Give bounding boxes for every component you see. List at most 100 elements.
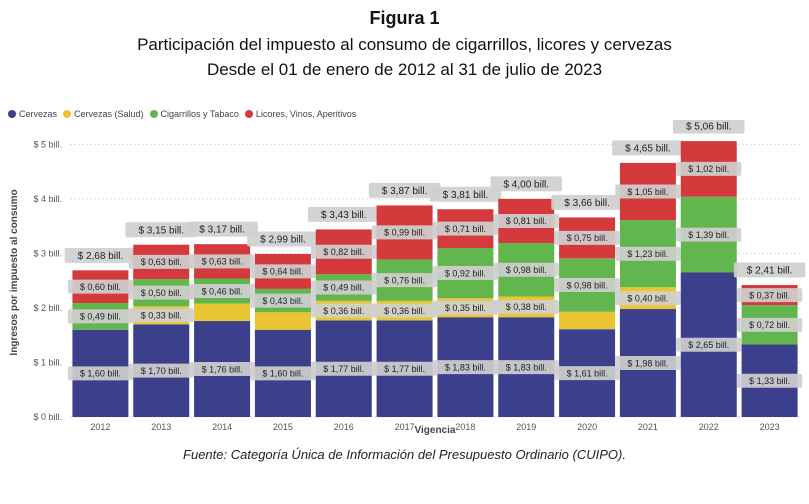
x-tick-label: 2019 (516, 422, 536, 432)
chart-title: Participación del impuesto al consumo de… (137, 35, 672, 54)
bar-cervezas-salud- (559, 311, 616, 330)
chart-source: Fuente: Categoría Única de Información d… (183, 447, 626, 462)
total-label-bg (186, 221, 258, 237)
total-label-bg (429, 186, 502, 202)
data-label-bg (67, 366, 134, 381)
data-label: $ 1,98 bill. (627, 358, 668, 368)
x-tick-label: 2020 (577, 422, 597, 432)
x-tick-label: 2013 (151, 422, 171, 432)
data-label: $ 0,99 bill. (384, 228, 425, 238)
data-label-bg (736, 373, 803, 388)
data-label-bg (189, 254, 255, 269)
total-label: $ 4,65 bill. (625, 143, 671, 154)
total-label-bg (672, 120, 745, 134)
data-label-bg (189, 362, 255, 377)
x-tick-label: 2022 (699, 422, 719, 432)
data-label-bg (676, 337, 742, 352)
data-label-bg (128, 285, 194, 300)
x-tick-label: 2015 (273, 422, 293, 432)
figure-label: Figura 1 (369, 8, 440, 28)
data-label-bg (311, 361, 377, 376)
legend-label: Licores, Vinos, Aperitivos (255, 109, 357, 119)
legend-swatch (244, 110, 253, 118)
total-label-bg (490, 176, 563, 192)
data-label: $ 0,71 bill. (445, 224, 486, 234)
data-label-bg (189, 284, 255, 299)
data-label-bg (371, 225, 438, 240)
y-axis-label: Ingresos por impuesto al consumo (9, 189, 20, 355)
legend-item-2: Cigarrillos y Tabaco (149, 109, 239, 119)
data-label: $ 1,39 bill. (688, 230, 729, 240)
data-label: $ 1,70 bill. (141, 366, 182, 376)
total-label-bg (551, 194, 623, 210)
data-label: $ 0,98 bill. (506, 265, 547, 275)
data-label-bg (371, 361, 438, 376)
data-label: $ 1,76 bill. (202, 364, 243, 374)
data-label-bg (736, 317, 803, 332)
data-label: $ 0,60 bill. (80, 282, 121, 292)
total-label-bg (247, 231, 319, 247)
data-label-bg (432, 360, 499, 375)
total-label: $ 2,68 bill. (78, 251, 124, 262)
data-label-bg (311, 303, 377, 318)
data-label-bg (615, 246, 681, 261)
total-label: $ 3,66 bill. (564, 198, 610, 209)
y-tick-label: $ 3 bill. (33, 248, 62, 258)
data-label: $ 1,77 bill. (384, 364, 425, 374)
total-label: $ 3,43 bill. (321, 210, 367, 221)
data-label: $ 1,61 bill. (567, 368, 608, 378)
data-label: $ 2,65 bill. (688, 340, 729, 350)
data-label: $ 1,60 bill. (262, 369, 303, 379)
x-tick-label: 2023 (760, 422, 780, 432)
y-tick-label: $ 1 bill. (33, 357, 62, 367)
total-label-bg (733, 262, 806, 278)
x-axis-label: Vigencia (415, 425, 456, 436)
data-label: $ 0,33 bill. (141, 311, 182, 321)
total-label-bg (612, 140, 684, 156)
data-label-bg (250, 264, 316, 279)
data-label-bg (493, 360, 559, 375)
y-tick-label: $ 2 bill. (33, 303, 62, 313)
data-label: $ 0,36 bill. (384, 306, 425, 316)
data-label-bg (554, 366, 620, 381)
data-label-bg (311, 244, 377, 259)
stacked-bar-chart: $ 0 bill. $ 1 bill. $ 2 bill. $ 3 bill. $ 4 … (9, 120, 806, 436)
bar-cervezas-salud- (194, 303, 251, 322)
data-label: $ 0,49 bill. (323, 283, 364, 293)
total-label-bg (368, 182, 441, 198)
legend-swatch (8, 110, 16, 118)
data-label-bg (615, 291, 681, 306)
total-label-bg (307, 206, 380, 222)
data-label-bg (128, 254, 194, 269)
total-label-bg (125, 222, 198, 238)
data-label: $ 0,49 bill. (80, 312, 121, 322)
data-label: $ 0,35 bill. (445, 303, 486, 313)
data-label: $ 1,83 bill. (506, 362, 547, 372)
x-tick-label: 2016 (334, 422, 354, 432)
data-label-bg (311, 280, 377, 295)
data-label: $ 0,72 bill. (749, 320, 790, 330)
x-tick-label: 2018 (455, 422, 475, 432)
x-tick-label: 2014 (212, 422, 232, 432)
legend-swatch (63, 110, 72, 118)
legend-label: Cervezas (19, 109, 58, 119)
data-label-bg (67, 279, 134, 294)
chart-legend: Cervezas Cervezas (Salud) Cigarrillos y Ta… (8, 106, 362, 122)
total-label: $ 3,81 bill. (443, 190, 489, 201)
data-label: $ 1,23 bill. (627, 249, 668, 259)
bar-cervezas-salud- (254, 312, 311, 330)
total-label: $ 3,15 bill. (138, 225, 184, 236)
data-label-bg (432, 266, 499, 281)
legend-item-1: Cervezas (Salud) (63, 109, 144, 119)
total-label: $ 4,00 bill. (503, 179, 549, 190)
data-label: $ 0,64 bill. (262, 267, 303, 277)
data-label-bg (615, 184, 681, 199)
x-tick-label: 2021 (638, 422, 658, 432)
legend-label: Cervezas (Salud) (74, 109, 144, 119)
data-label: $ 1,60 bill. (80, 369, 121, 379)
data-label-bg (128, 363, 194, 378)
chart-subtitle: Desde el 01 de enero de 2012 al 31 de ju… (206, 60, 603, 79)
total-label: $ 5,06 bill. (686, 122, 732, 133)
data-label: $ 1,33 bill. (749, 376, 790, 386)
data-label: $ 0,50 bill. (141, 288, 182, 298)
